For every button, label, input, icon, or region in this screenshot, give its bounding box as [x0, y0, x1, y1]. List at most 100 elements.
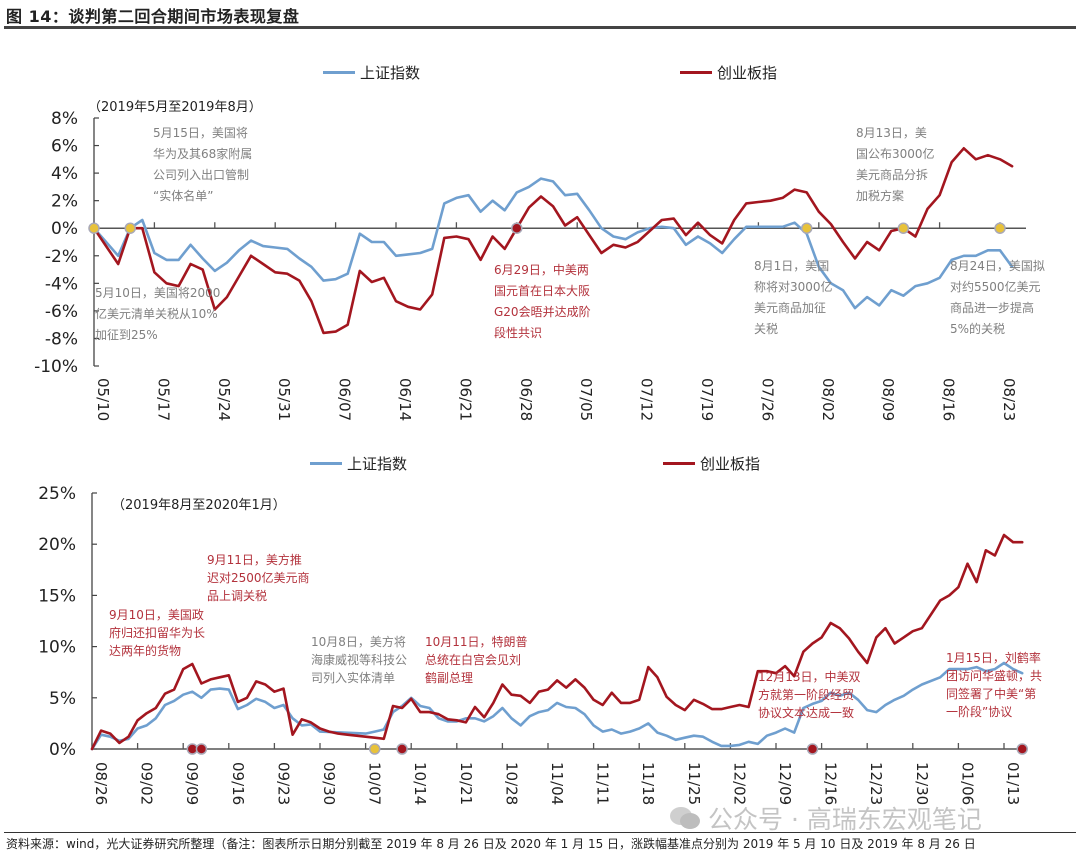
annotation-0801: 8月1日，美国 称将对3000亿 美元商品加征 关税	[754, 256, 833, 340]
event-marker-red	[511, 222, 523, 234]
annotation-line: 亿美元清单关税从10%	[95, 307, 218, 321]
x-tick-label: 01/06	[958, 762, 976, 805]
annotation-line: 1月15日，刘鹤率	[946, 651, 1041, 665]
annotation-line: 华为及其68家附属	[153, 147, 253, 161]
annotation-0911: 9月11日，美方推 迟对2500亿美元商 品上调关税	[207, 551, 310, 605]
source-note: 资料来源：wind，光大证券研究所整理（备注：图表所示日期分别截至 2019 年…	[6, 837, 976, 851]
annotation-line: 10月11日，特朗普	[425, 635, 528, 649]
annotation-line: 国公布3000亿	[856, 147, 935, 161]
legend-swatch-chinext	[663, 462, 695, 465]
y-tick-label: 25%	[38, 484, 76, 504]
x-tick-label: 10/07	[366, 762, 384, 805]
x-tick-label: 05/24	[215, 378, 233, 421]
y-tick-label: 10%	[38, 638, 76, 658]
x-tick-label: 08/16	[940, 378, 958, 421]
x-tick-label: 07/12	[638, 378, 656, 421]
x-tick-label: 08/02	[819, 378, 837, 421]
x-tick-label: 11/18	[639, 762, 657, 805]
y-tick-label: 0%	[49, 740, 76, 760]
annotation-line: 段性共识	[494, 326, 543, 340]
annotation-line: 8月24日，美国拟	[950, 259, 1045, 273]
annotation-line: 5月15日，美国将	[153, 126, 248, 140]
y-tick-label: -10%	[34, 357, 78, 377]
annotation-line: 同签署了中美“第	[946, 687, 1037, 701]
annotation-1008: 10月8日，美方将 海康威视等科技公 司列入实体清单	[311, 633, 407, 687]
series-line-sse	[92, 177, 1014, 310]
x-tick-label: 06/14	[396, 378, 414, 421]
x-tick-label: 09/09	[183, 762, 201, 805]
annotation-line: 迟对2500亿美元商	[207, 571, 310, 585]
legend-swatch-chinext	[680, 71, 712, 74]
annotation-line: 美元商品分拆	[856, 168, 929, 182]
y-tick-label: 2%	[51, 192, 78, 212]
annotation-line: 公司列入出口管制	[153, 168, 250, 182]
legend-item-sse-2: 上证指数	[310, 453, 407, 474]
annotation-0115: 1月15日，刘鹤率 团访问华盛顿，共 同签署了中美“第 一阶段”协议	[946, 649, 1042, 721]
y-tick-label: 6%	[51, 137, 78, 157]
event-marker-yellow	[897, 222, 910, 234]
annotation-line: G20会晤并达成阶	[494, 305, 591, 319]
annotation-0910: 9月10日，美国政 府归还扣留华为长 达两年的货物	[109, 606, 205, 660]
event-marker-red	[1016, 743, 1028, 755]
annotation-0824: 8月24日，美国拟 对约5500亿美元 商品进一步提高 5%的关税	[950, 256, 1045, 340]
annotation-line: 加税方案	[856, 189, 905, 203]
x-tick-label: 11/25	[685, 762, 703, 805]
legend-item-chinext-1: 创业板指	[680, 62, 777, 83]
annotation-line: 5月10日，美国将2000	[95, 286, 221, 300]
annotation-line: 团访问华盛顿，共	[946, 669, 1043, 683]
legend-swatch-sse	[310, 462, 342, 465]
annotation-line: 对约5500亿美元	[950, 280, 1041, 294]
watermark-text: 公众号 · 高瑞东宏观笔记	[708, 805, 982, 834]
x-tick-label: 08/09	[879, 378, 897, 421]
legend-label: 创业板指	[700, 455, 761, 473]
x-tick-label: 05/10	[94, 378, 112, 421]
series-line-chinext	[90, 533, 1024, 751]
x-tick-label: 01/13	[1004, 762, 1022, 805]
x-tick-label: 10/14	[411, 762, 429, 805]
y-tick-label: 20%	[38, 535, 76, 555]
x-tick-label: 06/21	[456, 378, 474, 421]
annotation-line: 总统在白宫会见刘	[425, 653, 522, 667]
event-marker-yellow	[994, 222, 1006, 234]
annotation-line: 称将对3000亿	[754, 280, 833, 294]
annotation-line: 鹤副总理	[425, 671, 474, 685]
x-tick-label: 11/11	[594, 762, 612, 805]
y-tick-label: -8%	[45, 329, 78, 349]
event-marker-red	[806, 743, 819, 755]
annotation-line: 方就第一阶段经贸	[758, 688, 855, 702]
annotation-1213: 12月13日，中美双 方就第一阶段经贸 协议文本达成一致	[758, 668, 861, 722]
annotation-line: 12月13日，中美双	[758, 670, 861, 684]
figure-title: 图 14：谈判第二回合期间市场表现复盘	[6, 7, 300, 26]
annotation-line: 协议文本达成一致	[758, 706, 855, 720]
legend-label: 上证指数	[347, 455, 408, 473]
annotation-line: 府归还扣留华为长	[109, 626, 206, 640]
annotation-line: 司列入实体清单	[311, 671, 396, 685]
annotation-line: 一阶段”协议	[946, 705, 1013, 719]
annotation-line: 美元商品加征	[754, 301, 827, 315]
x-tick-label: 11/04	[548, 762, 566, 805]
x-tick-label: 07/19	[698, 378, 716, 421]
annotation-line: “实体名单”	[153, 189, 214, 203]
legend-item-chinext-2: 创业板指	[663, 453, 760, 474]
series-line-chinext	[92, 147, 1014, 335]
event-marker-yellow	[88, 222, 100, 234]
wechat-icon	[670, 807, 700, 829]
annotation-line: 海康威视等科技公	[311, 653, 408, 667]
y-tick-label: 4%	[51, 164, 78, 184]
annotation-line: 关税	[754, 322, 779, 336]
x-tick-label: 09/30	[320, 762, 338, 805]
annotation-0515: 5月15日，美国将 华为及其68家附属 公司列入出口管制 “实体名单”	[153, 123, 252, 207]
event-marker-yellow	[800, 222, 813, 234]
x-tick-label: 07/05	[577, 378, 595, 421]
annotation-line: 10月8日，美方将	[311, 635, 406, 649]
footer-divider	[4, 832, 1076, 833]
annotation-line: 8月13日，美	[856, 126, 927, 140]
x-tick-label: 12/30	[913, 762, 931, 805]
annotation-0510: 5月10日，美国将2000 亿美元清单关税从10% 加征到25%	[95, 283, 220, 346]
x-tick-label: 12/02	[730, 762, 748, 805]
x-tick-label: 12/09	[776, 762, 794, 805]
x-tick-label: 09/02	[138, 762, 156, 805]
annotation-line: 达两年的货物	[109, 644, 182, 658]
x-tick-label: 08/26	[92, 762, 110, 805]
